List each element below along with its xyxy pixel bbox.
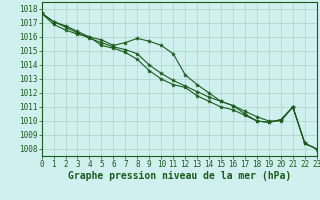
X-axis label: Graphe pression niveau de la mer (hPa): Graphe pression niveau de la mer (hPa)	[68, 171, 291, 181]
